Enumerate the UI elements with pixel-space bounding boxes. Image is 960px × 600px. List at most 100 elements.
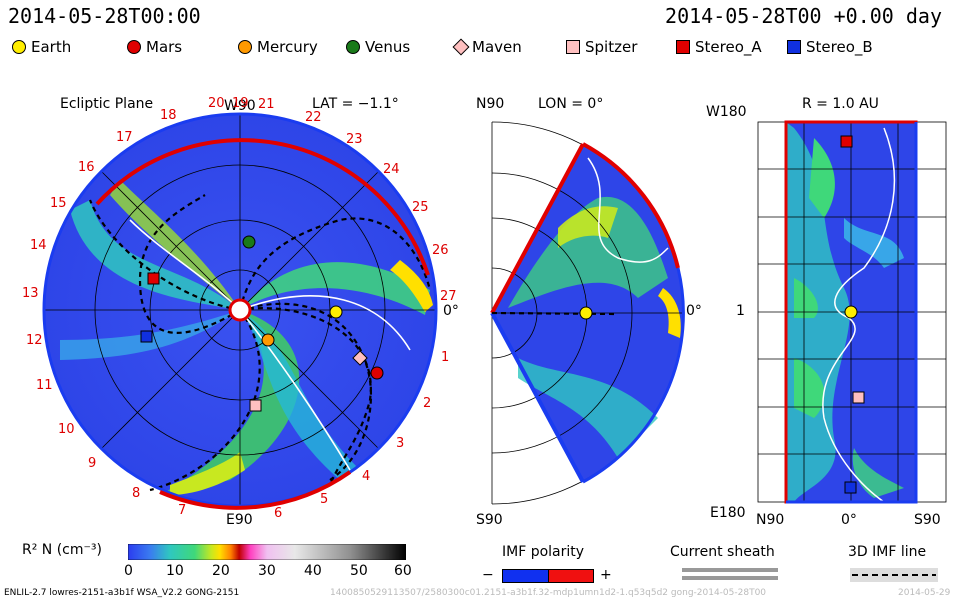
crot-label: 23 — [346, 132, 363, 147]
legend-label: Mars — [146, 38, 183, 56]
colorbar-tick: 0 — [124, 563, 133, 579]
colorbar — [128, 544, 406, 560]
legend-label: Mercury — [257, 38, 318, 56]
meridional-edge-red — [490, 143, 585, 314]
current-sheath-swatch-2 — [682, 576, 778, 580]
crot-label: 9 — [88, 456, 97, 471]
stereo-b-icon — [140, 330, 153, 343]
legend-label: Stereo_B — [806, 38, 873, 56]
legend-item-spitzer: Spitzer — [566, 38, 637, 56]
colorbar-tick: 60 — [394, 563, 412, 579]
meridional-top-label: N90 — [476, 96, 505, 112]
crot-label: 7 — [178, 503, 187, 518]
meridional-arc-red — [582, 142, 680, 269]
stereo-a-arc — [95, 138, 430, 276]
current-sheath-lines — [129, 219, 411, 471]
venus-icon — [242, 235, 256, 249]
spitzer-icon — [249, 399, 262, 412]
legend-item-stereo-a: Stereo_A — [676, 38, 762, 56]
earth-icon — [579, 306, 593, 320]
meridional-sheath-line — [587, 157, 669, 263]
spitzer-icon — [852, 391, 865, 404]
footer-date: 2014-05-29 — [898, 588, 951, 598]
meridional-arc-blue — [582, 267, 685, 484]
ecliptic-top-label: W90 — [224, 98, 256, 114]
crot-label: 8 — [132, 486, 141, 501]
crot-label: 15 — [50, 196, 67, 211]
maven-icon — [352, 350, 368, 366]
legend-label: Stereo_A — [695, 38, 762, 56]
imf-line-swatch — [850, 568, 938, 582]
ecliptic-lat-label: LAT = −1.1° — [312, 96, 399, 112]
mercury-marker-icon — [238, 40, 252, 54]
ecliptic-right-label: 0° — [443, 303, 459, 319]
legend-label: Earth — [31, 38, 72, 56]
imf-polarity-label: IMF polarity — [502, 544, 585, 560]
crot-label: 4 — [362, 469, 371, 484]
meridional-imf-line — [491, 311, 619, 316]
crot-label: 13 — [22, 286, 39, 301]
crot-label: 27 — [440, 289, 457, 304]
stereo-a-marker-icon — [676, 40, 690, 54]
imf-field-lines — [88, 194, 432, 492]
maven-marker-icon — [452, 38, 470, 56]
colorbar-tick: 30 — [258, 563, 276, 579]
mercury-icon — [261, 333, 275, 347]
rsphere-plot — [757, 120, 947, 504]
stereo-b-icon — [844, 481, 857, 494]
sun-icon — [228, 298, 252, 322]
rsphere-border-blue — [786, 122, 918, 504]
legend-item-stereo-b: Stereo_B — [787, 38, 873, 56]
crot-label: 2 — [423, 396, 432, 411]
crot-label: 11 — [36, 378, 53, 393]
rsphere-top-label: W180 — [706, 104, 747, 120]
rsphere-middle-label: 1 — [736, 303, 745, 319]
legend-label: Spitzer — [585, 38, 638, 56]
crot-label: 18 — [160, 108, 177, 123]
rsphere-xlabel: 0° — [841, 512, 857, 528]
current-sheath-label: Current sheath — [670, 544, 775, 560]
imf-minus-label: − — [482, 567, 494, 583]
legend-item-earth: Earth — [12, 38, 71, 56]
footer-model-info: ENLIL-2.7 lowres-2151-a3b1f WSA_V2.2 GON… — [4, 588, 240, 598]
crot-label: 6 — [274, 506, 283, 521]
meridional-bottom-label: S90 — [476, 512, 503, 528]
rsphere-xlabel: N90 — [756, 512, 785, 528]
crot-label: 25 — [412, 200, 429, 215]
crot-label: 20 — [208, 96, 225, 111]
rsphere-title: R = 1.0 AU — [802, 96, 879, 112]
stereo-b-marker-icon — [787, 40, 801, 54]
crot-label: 10 — [58, 422, 75, 437]
mars-marker-icon — [127, 40, 141, 54]
crot-label: 12 — [26, 333, 43, 348]
meridional-edge-blue — [490, 312, 585, 483]
venus-marker-icon — [346, 40, 360, 54]
crot-label: 17 — [116, 130, 133, 145]
ecliptic-plane-plot — [42, 112, 438, 510]
current-sheath-swatch — [682, 568, 778, 572]
footer-run-id: 1400850529113507/2580300c01.2151-a3b1f.3… — [330, 588, 767, 598]
earth-marker-icon — [12, 40, 26, 54]
crot-label: 3 — [396, 436, 405, 451]
ecliptic-bottom-label: E90 — [226, 512, 253, 528]
meridional-right-label: 0° — [686, 303, 702, 319]
crot-label: 1 — [441, 350, 450, 365]
legend-item-maven: Maven — [452, 38, 522, 56]
crot-label: 26 — [432, 243, 449, 258]
stereo-a-icon — [840, 135, 853, 148]
rsphere-xlabel: S90 — [914, 512, 941, 528]
meridional-plot — [490, 121, 685, 505]
crot-label: 19 — [232, 96, 249, 111]
crot-label: 14 — [30, 238, 47, 253]
colorbar-label: R² N (cm⁻³) — [22, 542, 102, 558]
legend: Earth Mars Mercury Venus Maven Spitzer S… — [12, 38, 952, 58]
legend-label: Maven — [472, 38, 522, 56]
earth-icon — [844, 305, 858, 319]
imf-line-label: 3D IMF line — [848, 544, 927, 560]
meridional-title: LON = 0° — [538, 96, 604, 112]
imf-plus-label: + — [600, 567, 612, 583]
earth-icon — [329, 305, 343, 319]
legend-item-mercury: Mercury — [238, 38, 318, 56]
stereo-a-arc-lower — [159, 470, 352, 510]
timestamp-left: 2014-05-28T00:00 — [8, 4, 201, 28]
